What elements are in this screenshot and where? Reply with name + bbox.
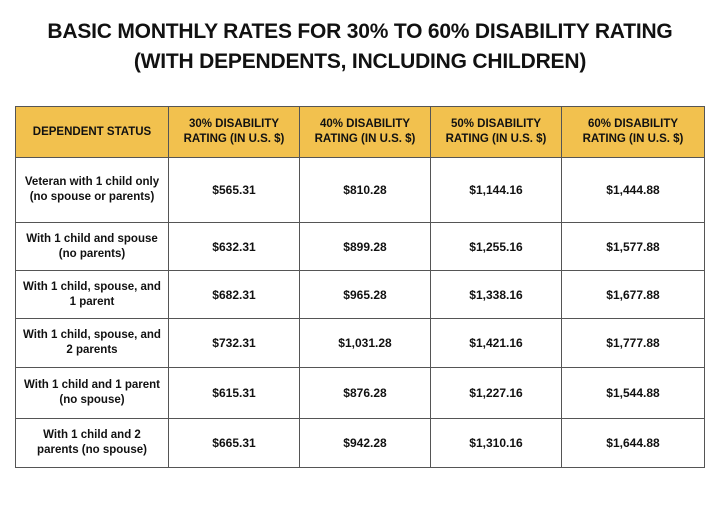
rate-cell: $1,444.88 [561, 157, 705, 223]
rate-cell: $632.31 [168, 222, 300, 271]
rate-cell: $1,577.88 [561, 222, 705, 271]
rate-cell: $732.31 [168, 318, 300, 368]
rate-cell: $942.28 [299, 418, 431, 468]
table-row: With 1 child and 1 parent (no spouse) $61… [15, 367, 705, 419]
table-row: With 1 child, spouse, and 2 parents $732.… [15, 318, 705, 368]
column-header: 40% DISABILITY RATING (IN U.S. $) [299, 106, 431, 158]
rate-cell: $1,227.16 [430, 367, 562, 419]
rate-cell: $615.31 [168, 367, 300, 419]
rate-cell: $1,310.16 [430, 418, 562, 468]
dependent-status-cell: Veteran with 1 child only (no spouse or … [15, 157, 169, 223]
rate-cell: $565.31 [168, 157, 300, 223]
table-row: With 1 child and 2 parents (no spouse) $6… [15, 418, 705, 468]
rate-cell: $665.31 [168, 418, 300, 468]
rate-cell: $1,421.16 [430, 318, 562, 368]
table-row: With 1 child, spouse, and 1 parent $682.3… [15, 270, 705, 319]
title-line-1: BASIC MONTHLY RATES FOR 30% TO 60% DISAB… [47, 20, 673, 43]
rate-cell: $1,255.16 [430, 222, 562, 271]
rate-cell: $810.28 [299, 157, 431, 223]
rate-cell: $899.28 [299, 222, 431, 271]
rate-cell: $1,777.88 [561, 318, 705, 368]
rate-cell: $1,031.28 [299, 318, 431, 368]
column-header: 50% DISABILITY RATING (IN U.S. $) [430, 106, 562, 158]
rate-cell: $1,338.16 [430, 270, 562, 319]
rate-cell: $1,644.88 [561, 418, 705, 468]
title-line-2: (WITH DEPENDENTS, INCLUDING CHILDREN) [133, 50, 587, 73]
rate-cell: $682.31 [168, 270, 300, 319]
dependent-status-cell: With 1 child, spouse, and 1 parent [15, 270, 169, 319]
table-row: Veteran with 1 child only (no spouse or … [15, 157, 705, 223]
rate-cell: $1,144.16 [430, 157, 562, 223]
table-row: With 1 child and spouse (no parents) $632… [15, 222, 705, 271]
dependent-status-cell: With 1 child and 1 parent (no spouse) [15, 367, 169, 419]
header-row: DEPENDENT STATUS 30% DISABILITY RATING (I… [15, 106, 705, 158]
dependent-status-cell: With 1 child and spouse (no parents) [15, 222, 169, 271]
column-header: DEPENDENT STATUS [15, 106, 169, 158]
rates-table: DEPENDENT STATUS 30% DISABILITY RATING (I… [15, 106, 705, 468]
rate-cell: $1,544.88 [561, 367, 705, 419]
column-header: 60% DISABILITY RATING (IN U.S. $) [561, 106, 705, 158]
rate-cell: $1,677.88 [561, 270, 705, 319]
rate-cell: $965.28 [299, 270, 431, 319]
rate-cell: $876.28 [299, 367, 431, 419]
column-header: 30% DISABILITY RATING (IN U.S. $) [168, 106, 300, 158]
dependent-status-cell: With 1 child, spouse, and 2 parents [15, 318, 169, 368]
dependent-status-cell: With 1 child and 2 parents (no spouse) [15, 418, 169, 468]
